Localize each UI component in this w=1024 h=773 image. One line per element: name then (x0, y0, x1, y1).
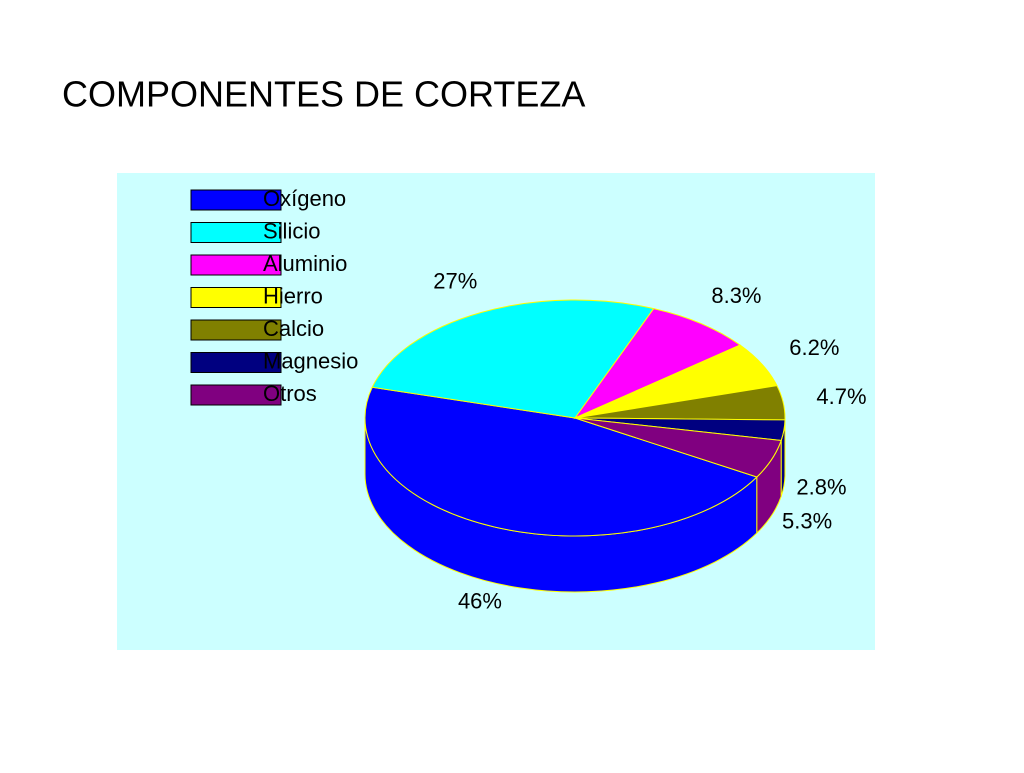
data-label: 2.8% (796, 474, 846, 499)
legend-label: Otros (263, 381, 317, 406)
data-label: 4.7% (816, 384, 866, 409)
legend-label: Silicio (263, 218, 320, 243)
data-label: 6.2% (789, 335, 839, 360)
legend-label: Oxígeno (263, 186, 346, 211)
data-label: 46% (458, 588, 502, 613)
data-label: 5.3% (782, 509, 832, 534)
legend-label: Magnesio (263, 348, 358, 373)
legend-label: Aluminio (263, 251, 347, 276)
legend-label: Hierro (263, 283, 323, 308)
legend-label: Calcio (263, 316, 324, 341)
data-label: 8.3% (711, 283, 761, 308)
data-label: 27% (433, 269, 477, 294)
chart-title: COMPONENTES DE CORTEZA (62, 74, 585, 115)
